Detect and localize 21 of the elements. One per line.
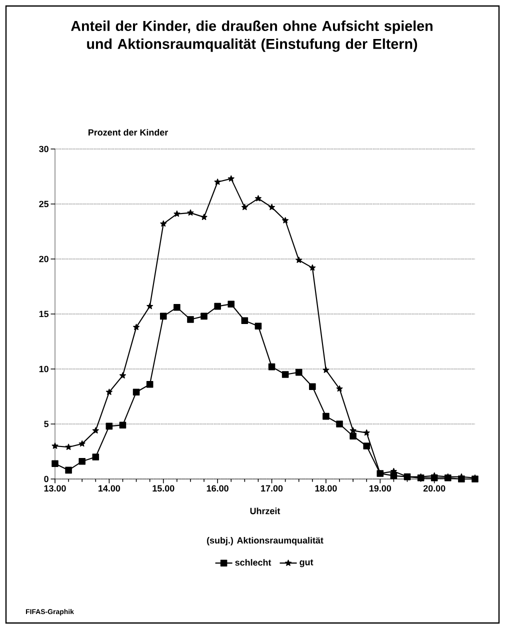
y-tick-label: 0 — [44, 476, 48, 482]
x-tick-label: 15.00 — [152, 485, 174, 492]
y-tick-label: 30 — [39, 146, 48, 152]
legend-title: (subj.) Aktionsraumqualität — [207, 536, 324, 546]
x-tick-label: 18.00 — [315, 485, 337, 492]
legend-label: schlecht — [235, 559, 272, 566]
x-tick-label: 13.00 — [44, 485, 66, 492]
y-tick-label: 25 — [39, 200, 49, 208]
x-tick-label: 20.00 — [423, 485, 446, 492]
y-tick-label: 10 — [39, 366, 48, 372]
y-tick-label: 5 — [44, 420, 49, 428]
chart-title: Anteil der Kinder, die draußen ohne Aufsicht spielen und Aktionsraumqualität (Einstufung der Eltern) — [71, 20, 432, 52]
y-tick-label: 20 — [39, 256, 48, 262]
x-tick-label: 14.00 — [98, 485, 120, 492]
x-tick-label: 17.00 — [261, 485, 283, 492]
y-tick-label: 15 — [39, 310, 49, 318]
x-axis-title: Uhrzeit — [250, 508, 280, 514]
y-axis-title: Prozent der Kinder — [88, 128, 168, 136]
legend-label: gut — [300, 559, 314, 568]
x-tick-label: 19.00 — [370, 485, 392, 492]
x-tick-label: 16.00 — [206, 485, 228, 492]
